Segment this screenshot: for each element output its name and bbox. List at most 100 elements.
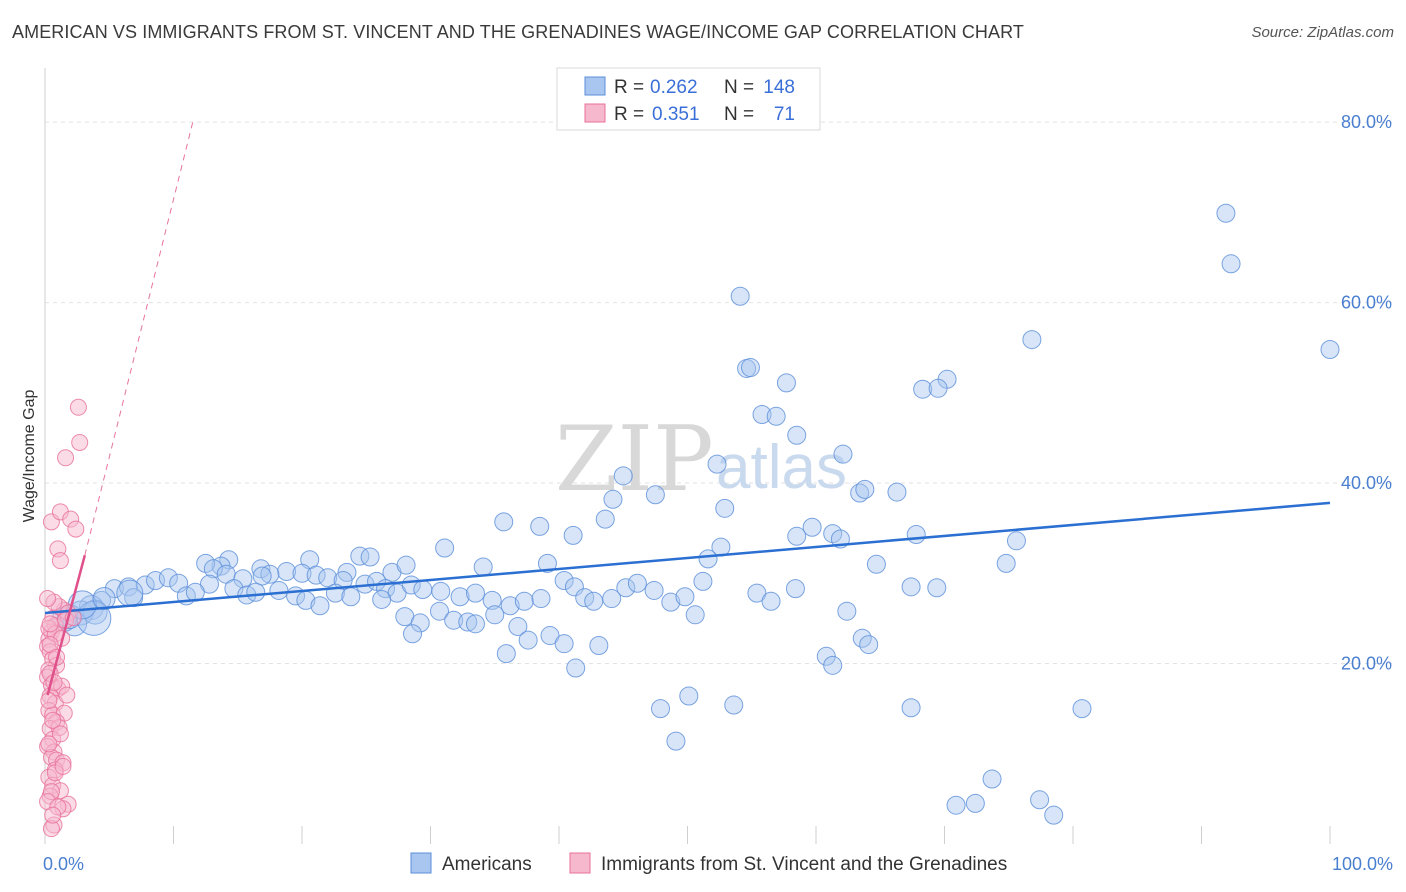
legend-r-value-immigrants: 0.351 (652, 104, 700, 125)
americans-point (602, 589, 622, 609)
americans-point-large (116, 579, 144, 607)
americans-point (644, 580, 664, 600)
americans-point (219, 550, 239, 570)
y-tick-label: 20.0% (1341, 654, 1392, 674)
americans-point (859, 635, 879, 655)
americans-point (707, 454, 727, 474)
americans-point (566, 658, 586, 678)
americans-point (260, 564, 280, 584)
x-tick-label-min: 0.0% (43, 854, 84, 874)
bottom-legend-label-immigrants: Immigrants from St. Vincent and the Gren… (601, 854, 1007, 875)
americans-point (766, 406, 786, 426)
americans-point (292, 563, 312, 583)
americans-point (473, 557, 493, 577)
americans-point (616, 578, 636, 598)
y-tick-label: 60.0% (1341, 293, 1392, 313)
americans-point (269, 580, 289, 600)
americans-point (685, 605, 705, 625)
legend-r-label-immigrants: R = (614, 104, 644, 125)
americans-point (823, 655, 843, 675)
americans-point (485, 605, 505, 625)
bottom-legend-label-americans: Americans (442, 854, 532, 875)
americans-point (1022, 330, 1042, 350)
immigrants-point (54, 757, 72, 775)
americans-point (730, 286, 750, 306)
americans-point (496, 644, 516, 664)
americans-point (465, 614, 485, 634)
americans-point (887, 482, 907, 502)
americans-point (306, 565, 326, 585)
americans-point (850, 483, 870, 503)
americans-point (589, 635, 609, 655)
immigrants-point (41, 615, 59, 633)
americans-point (666, 731, 686, 751)
americans-point (413, 580, 433, 600)
immigrants-point (39, 590, 57, 608)
immigrants-point (58, 686, 76, 704)
americans-point (996, 553, 1016, 573)
americans-point (901, 698, 921, 718)
americans-point (584, 591, 604, 611)
americans-point (465, 583, 485, 603)
americans-point (866, 554, 886, 574)
watermark-atlas: atlas (716, 433, 847, 502)
legend-n-label-immigrants: N = (724, 104, 754, 125)
americans-point (246, 582, 266, 602)
legend-r-value-americans: 0.262 (650, 77, 698, 98)
americans-point (530, 516, 550, 536)
americans-point (787, 526, 807, 546)
americans-point (444, 610, 464, 630)
americans-point (199, 574, 219, 594)
americans-point (203, 559, 223, 579)
americans-point (613, 466, 633, 486)
americans-point (119, 577, 139, 597)
americans-point (651, 699, 671, 719)
bottom-legend-swatch-immigrants (569, 852, 591, 874)
americans-point (124, 588, 144, 608)
americans-point (747, 583, 767, 603)
americans-point (540, 626, 560, 646)
y-tick-label: 80.0% (1341, 112, 1392, 132)
americans-point (595, 509, 615, 529)
americans-point (724, 695, 744, 715)
americans-point (946, 795, 966, 815)
americans-point (450, 587, 470, 607)
americans-point (252, 566, 272, 586)
americans-point (494, 512, 514, 532)
axis-layer: 20.0% 40.0% 60.0% 80.0% 0.0% 100.0% (43, 68, 1393, 874)
americans-point (158, 568, 178, 588)
americans-point (693, 571, 713, 591)
americans-point (776, 373, 796, 393)
americans-point (982, 769, 1002, 789)
americans-point (855, 479, 875, 499)
immigrants-point (67, 520, 85, 538)
watermark: ZIP atlas (555, 407, 847, 512)
immigrants-trend-line (46, 554, 87, 696)
americans-point-large (92, 587, 116, 611)
americans-point (396, 555, 416, 575)
x-tick-label-max: 100.0% (1332, 854, 1393, 874)
points-layer (39, 203, 1340, 838)
americans-point (913, 379, 933, 399)
americans-point (554, 571, 574, 591)
americans-point (372, 589, 392, 609)
americans-point (1044, 805, 1064, 825)
americans-point (531, 589, 551, 609)
americans-point (360, 547, 380, 567)
americans-point (508, 617, 528, 637)
americans-point (645, 485, 665, 505)
legend-swatch-americans (584, 76, 606, 96)
americans-point (554, 634, 574, 654)
americans-point (752, 404, 772, 424)
series-legend: Americans Immigrants from St. Vincent an… (410, 852, 1007, 875)
americans-point (785, 579, 805, 599)
y-tick-label: 40.0% (1341, 473, 1392, 493)
immigrants-point (71, 433, 89, 451)
americans-point (431, 581, 451, 601)
americans-point (1072, 699, 1092, 719)
source-credit: Source: ZipAtlas.com (1251, 24, 1394, 41)
legend-n-label-americans: N = (724, 77, 754, 98)
americans-point (906, 524, 926, 544)
legend-swatch-immigrants (584, 103, 606, 123)
